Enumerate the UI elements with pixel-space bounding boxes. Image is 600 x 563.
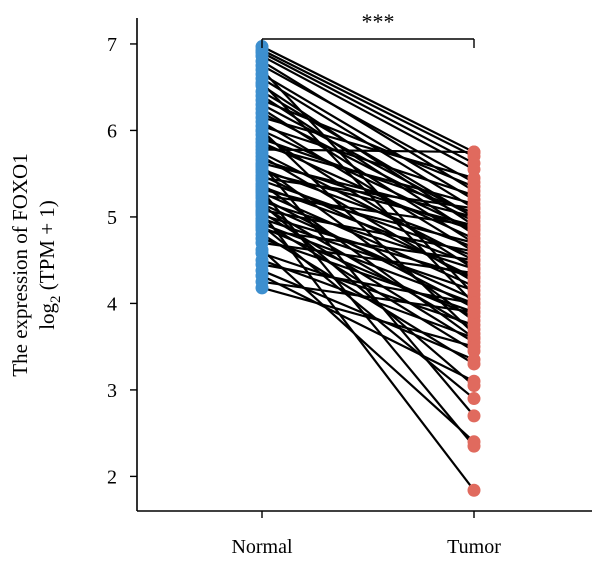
- pair-line: [261, 222, 475, 305]
- pair-line: [261, 64, 475, 184]
- pair-line: [261, 269, 475, 361]
- pair-line: [261, 162, 475, 218]
- pair-line: [261, 164, 475, 417]
- tumor-point: [467, 201, 481, 215]
- tumor-point: [467, 171, 481, 185]
- pair-line: [261, 190, 475, 447]
- tumor-point: [467, 379, 481, 393]
- pair-line: [261, 129, 475, 335]
- pair-line: [261, 99, 475, 188]
- normal-point: [255, 123, 269, 137]
- pair-line: [261, 133, 475, 270]
- pair-line: [261, 60, 475, 192]
- normal-point: [255, 76, 269, 90]
- pair-line: [261, 51, 475, 165]
- tumor-point: [467, 266, 481, 280]
- significance-bracket: ***: [261, 9, 475, 48]
- y-tick-label: 2: [107, 466, 117, 488]
- pair-line: [261, 112, 475, 223]
- pair-line: [261, 259, 475, 340]
- tumor-point: [467, 392, 481, 406]
- pair-line: [261, 125, 475, 197]
- pair-line: [261, 73, 475, 201]
- y-axis-title-log: log: [35, 302, 59, 329]
- pair-line: [261, 200, 475, 270]
- pair-line: [261, 211, 475, 491]
- pair-line: [261, 82, 475, 305]
- pair-line: [261, 188, 475, 244]
- tumor-point: [467, 296, 481, 310]
- pair-line: [261, 205, 475, 331]
- pair-line: [261, 116, 475, 180]
- y-tick-label: 6: [107, 120, 117, 142]
- pair-line: [261, 148, 475, 154]
- pair-line: [261, 280, 475, 314]
- y-tick-label: 4: [107, 293, 117, 315]
- pair-line: [261, 194, 475, 227]
- normal-point: [255, 281, 269, 295]
- tumor-point: [467, 327, 481, 341]
- pair-line: [261, 263, 475, 305]
- tumor-point: [467, 340, 481, 354]
- pair-line: [261, 248, 475, 443]
- normal-points: [255, 40, 269, 295]
- pair-line: [261, 45, 475, 154]
- axes: [136, 18, 592, 512]
- y-tick-label: 5: [107, 207, 117, 229]
- normal-point: [255, 184, 269, 198]
- normal-point: [255, 158, 269, 172]
- pair-line: [261, 170, 475, 227]
- y-axis-title-line2: log2 (TPM + 1): [35, 200, 64, 330]
- pair-line: [261, 217, 475, 292]
- pair-line: [261, 202, 475, 301]
- pair-line: [261, 129, 475, 231]
- tumor-point: [467, 145, 481, 159]
- pair-line: [261, 274, 475, 383]
- pair-line: [261, 224, 475, 400]
- tumor-point: [467, 353, 481, 367]
- y-ticks: 2 3 4 5 6 7: [107, 34, 137, 488]
- normal-point: [255, 219, 269, 233]
- pair-line: [261, 90, 475, 218]
- significance-label: ***: [362, 9, 395, 34]
- pair-line: [261, 226, 475, 318]
- pair-line: [261, 144, 475, 206]
- pair-line: [261, 203, 475, 387]
- y-tick-label: 7: [107, 34, 117, 56]
- y-axis-title-line1: The expression of FOXO1: [8, 153, 32, 376]
- tumor-points: [467, 145, 481, 497]
- tumor-point: [467, 283, 481, 297]
- pair-lines: [261, 45, 475, 491]
- tumor-point: [467, 483, 481, 497]
- tumor-point: [467, 409, 481, 423]
- pair-line: [261, 179, 475, 257]
- pair-line: [261, 55, 475, 171]
- y-tick-label: 3: [107, 380, 117, 402]
- x-tick-label-normal: Normal: [231, 536, 293, 558]
- y-axis-title-subscript: 2: [48, 295, 64, 303]
- tumor-point: [467, 253, 481, 267]
- pair-line: [261, 120, 475, 253]
- x-tick-label-tumor: Tumor: [447, 536, 501, 558]
- x-ticks: Normal Tumor: [231, 511, 501, 558]
- normal-point: [255, 206, 269, 220]
- y-axis-title-rest: (TPM + 1): [35, 200, 59, 295]
- pair-line: [261, 49, 475, 158]
- tumor-point: [467, 439, 481, 453]
- tumor-point: [467, 219, 481, 233]
